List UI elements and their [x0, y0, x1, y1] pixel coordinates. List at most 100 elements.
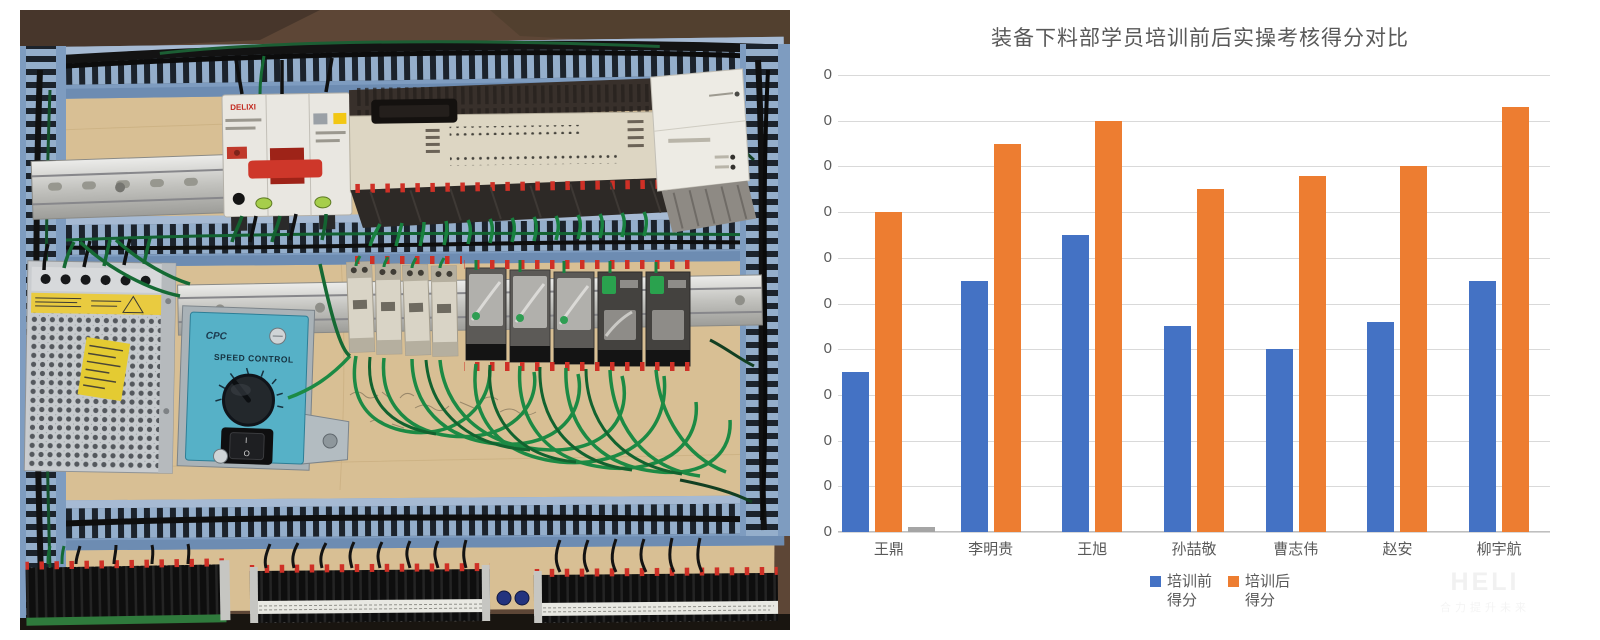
module-heatsink [661, 180, 757, 233]
gridline [838, 75, 1550, 76]
switch-on-label: I [245, 436, 248, 445]
bar [1197, 189, 1225, 532]
gridline [838, 394, 1550, 396]
y-tick-label: 0 [823, 66, 832, 83]
legend-swatch [1149, 576, 1161, 587]
bar-group [940, 75, 1042, 532]
gridline [838, 166, 1550, 168]
bar-series [838, 75, 1550, 532]
bar [993, 143, 1021, 532]
bar [1298, 175, 1326, 532]
y-tick-label: 0 [823, 431, 832, 449]
bar-group [1041, 75, 1143, 532]
bar-group [1448, 75, 1550, 532]
breaker-lever [248, 159, 323, 179]
power-supply-sticker [77, 336, 131, 402]
duct-to-relay-wires [354, 255, 658, 273]
bar [1469, 280, 1497, 532]
plc-led-row-1 [449, 124, 580, 136]
cabinet-photo-svg: DELIXI [20, 10, 790, 630]
y-tick-label: 0 [823, 294, 832, 312]
extra-gray-bar [908, 527, 936, 532]
power-rocker-switch[interactable]: I O [220, 427, 274, 465]
terminal-strip-center [249, 562, 491, 624]
x-category-label: 曹志伟 [1273, 541, 1319, 558]
indicator-lamp-2 [514, 590, 530, 606]
y-tick-label: 0 [823, 157, 832, 175]
breaker-brand-label: DELIXI [230, 103, 256, 112]
relay-bank-cream [345, 256, 462, 357]
table-shadow-left [20, 10, 320, 52]
breaker-test-button [333, 112, 347, 125]
control-cabinet-photo-panel: DELIXI [20, 10, 790, 630]
terminal-strip-right [533, 566, 779, 624]
bar-group [1245, 75, 1347, 532]
bar [1265, 349, 1293, 532]
y-tick-label: 0 [823, 203, 832, 221]
bar [875, 212, 903, 532]
plc-io-wires-green [368, 211, 649, 247]
chart-legend: 培训前 得分 培训后 得分 [840, 572, 1600, 610]
gridline [838, 303, 1550, 305]
bar [1164, 326, 1192, 532]
bar [1502, 107, 1530, 532]
cable-duct-bottom [23, 495, 785, 551]
legend-item: 培训后 得分 [1228, 572, 1290, 610]
legend-label: 培训前 得分 [1166, 573, 1212, 609]
bar [1062, 234, 1090, 532]
bar [842, 372, 870, 532]
bar [960, 280, 988, 532]
bar [1400, 166, 1428, 532]
controller-brand-label: CPC [205, 331, 227, 343]
relay-wires-green-dark [368, 356, 683, 476]
x-category-label: 王鼎 [873, 541, 904, 558]
control-cabinet-photo: DELIXI [20, 10, 790, 630]
cable-duct-top [23, 36, 785, 100]
legend-swatch [1228, 576, 1239, 587]
gridline [838, 349, 1550, 351]
bar [1095, 120, 1123, 532]
y-tick-label: 0 [823, 523, 832, 540]
bar [1367, 321, 1395, 532]
plc-led-row-2 [449, 154, 621, 166]
power-supply [23, 260, 177, 474]
gridline [838, 120, 1550, 122]
controller-title-label: SPEED CONTROL [214, 352, 294, 365]
relay-bank-gray [464, 260, 692, 371]
breaker-input-wire-green [258, 55, 266, 95]
gridline [838, 257, 1550, 259]
y-tick-label: 0 [823, 477, 832, 495]
din-rail-top-left [30, 153, 240, 220]
bar-group [1347, 75, 1449, 532]
bottom-wiring-black [74, 537, 704, 573]
breaker-output-wires-black [248, 213, 298, 243]
bar-group [838, 75, 940, 532]
x-category-label: 李明贵 [968, 541, 1014, 558]
x-axis-labels: 王鼎 李明贵 王旭 孙喆敬 曹志伟 赵安 柳宇航 [838, 538, 1550, 559]
y-tick-label: 0 [823, 340, 832, 358]
x-category-label: 赵安 [1382, 541, 1413, 558]
x-axis-line [838, 531, 1550, 532]
x-category-label: 柳宇航 [1476, 541, 1522, 558]
bottom-wiring-green [46, 545, 66, 565]
plc-unit [348, 77, 687, 228]
gridline [838, 486, 1550, 488]
gridline [838, 440, 1550, 442]
gridline [838, 532, 1550, 533]
terminal-strip-left [25, 558, 231, 626]
legend-label: 培训后 得分 [1245, 573, 1291, 609]
speed-knob[interactable] [215, 367, 285, 427]
plot-area [838, 75, 1550, 533]
legend-item: 培训前 得分 [1149, 572, 1212, 610]
plc-terminal-ferrules [354, 179, 671, 194]
bar-group [1143, 75, 1245, 532]
x-category-label: 孙喆敬 [1171, 541, 1217, 558]
breaker-input-wires [234, 57, 334, 95]
y-tick-label: 0 [823, 385, 832, 403]
plc-expansion-module [650, 68, 757, 233]
chart-title: 装备下料部学员培训前后实操考核得分对比 [991, 27, 1409, 50]
gridline [838, 212, 1550, 214]
y-tick-label: 0 [823, 111, 832, 129]
indicator-lamp-1 [496, 590, 512, 606]
y-tick-label: 0 [823, 248, 832, 266]
